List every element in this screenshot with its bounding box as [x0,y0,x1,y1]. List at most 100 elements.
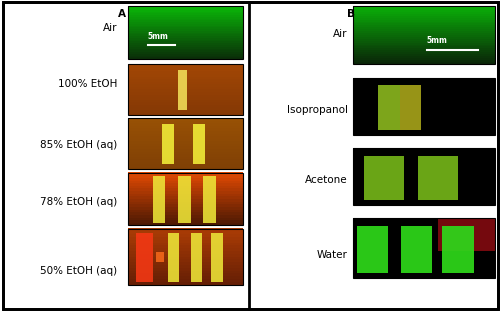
Bar [128,47,242,49]
Bar [352,18,495,20]
Bar [128,128,242,131]
Bar [128,220,242,223]
Bar [128,13,242,15]
Bar [128,92,242,95]
Bar [128,57,242,59]
Bar [128,131,242,134]
Bar [418,156,458,200]
Bar [128,31,242,33]
Bar [128,118,242,121]
Bar [378,85,421,130]
Bar [128,6,242,8]
Text: A: A [118,9,126,19]
Bar [128,110,242,113]
Bar [128,52,242,54]
Bar [352,58,495,60]
Bar [128,237,242,240]
Text: Water: Water [316,250,348,260]
Bar [364,156,404,200]
Bar [128,276,242,279]
Bar [352,6,495,64]
Bar [128,20,242,22]
Bar [128,77,242,79]
Bar [128,191,242,194]
Bar [128,63,242,66]
Bar [352,29,495,31]
Bar [128,183,242,186]
Bar [128,33,242,35]
Bar [128,156,242,159]
Bar [128,133,242,136]
Bar [352,35,495,37]
Bar [128,38,242,40]
Bar [128,100,242,102]
Bar [352,8,495,10]
Bar [128,64,242,115]
Bar [128,104,242,107]
Bar [128,123,242,126]
Bar [128,173,242,225]
Bar [352,41,495,43]
Bar [128,22,242,24]
Bar [352,25,495,27]
Bar [128,167,242,169]
Bar [352,46,495,49]
Bar [168,233,179,282]
Bar [128,8,242,10]
Bar [128,24,242,26]
Bar [128,202,242,204]
Bar [128,84,242,87]
Text: Isopropanol: Isopropanol [286,105,348,115]
Bar [128,228,242,231]
Text: 78% EtOH (aq): 78% EtOH (aq) [40,197,117,207]
Bar [128,17,242,19]
Bar [128,53,242,56]
Bar [438,218,495,251]
Text: 5mm: 5mm [426,36,448,45]
Text: B: B [348,9,356,19]
Bar [128,12,242,13]
Bar [128,282,242,285]
Bar [128,199,242,202]
Bar [352,39,495,41]
Bar [352,218,495,278]
Bar [136,233,153,282]
Bar [128,173,242,225]
Bar [352,60,495,62]
Bar [128,270,242,273]
Bar [352,12,495,14]
Bar [128,126,242,128]
Bar [193,124,204,164]
Bar [128,74,242,77]
Bar [352,54,495,56]
Bar [352,218,495,278]
Bar [352,52,495,54]
Bar [128,10,242,12]
Text: Air: Air [333,29,347,39]
Bar [128,204,242,207]
Bar [352,33,495,35]
Bar [352,21,495,23]
Bar [352,44,495,47]
Bar [352,14,495,16]
Bar [128,69,242,72]
Bar [128,66,242,69]
Text: 100% EtOH: 100% EtOH [58,79,118,89]
Bar [212,233,223,282]
Bar [352,148,495,205]
Bar [352,50,495,52]
Bar [128,26,242,27]
Bar [128,215,242,218]
Bar [128,180,242,183]
Bar [128,154,242,157]
Bar [128,48,242,50]
Bar [352,27,495,29]
Bar [352,43,495,44]
Bar [128,6,242,59]
Bar [128,27,242,29]
Bar [128,251,242,254]
Bar [128,118,242,169]
Bar [352,37,495,39]
Bar [128,144,242,146]
Bar [128,29,242,31]
